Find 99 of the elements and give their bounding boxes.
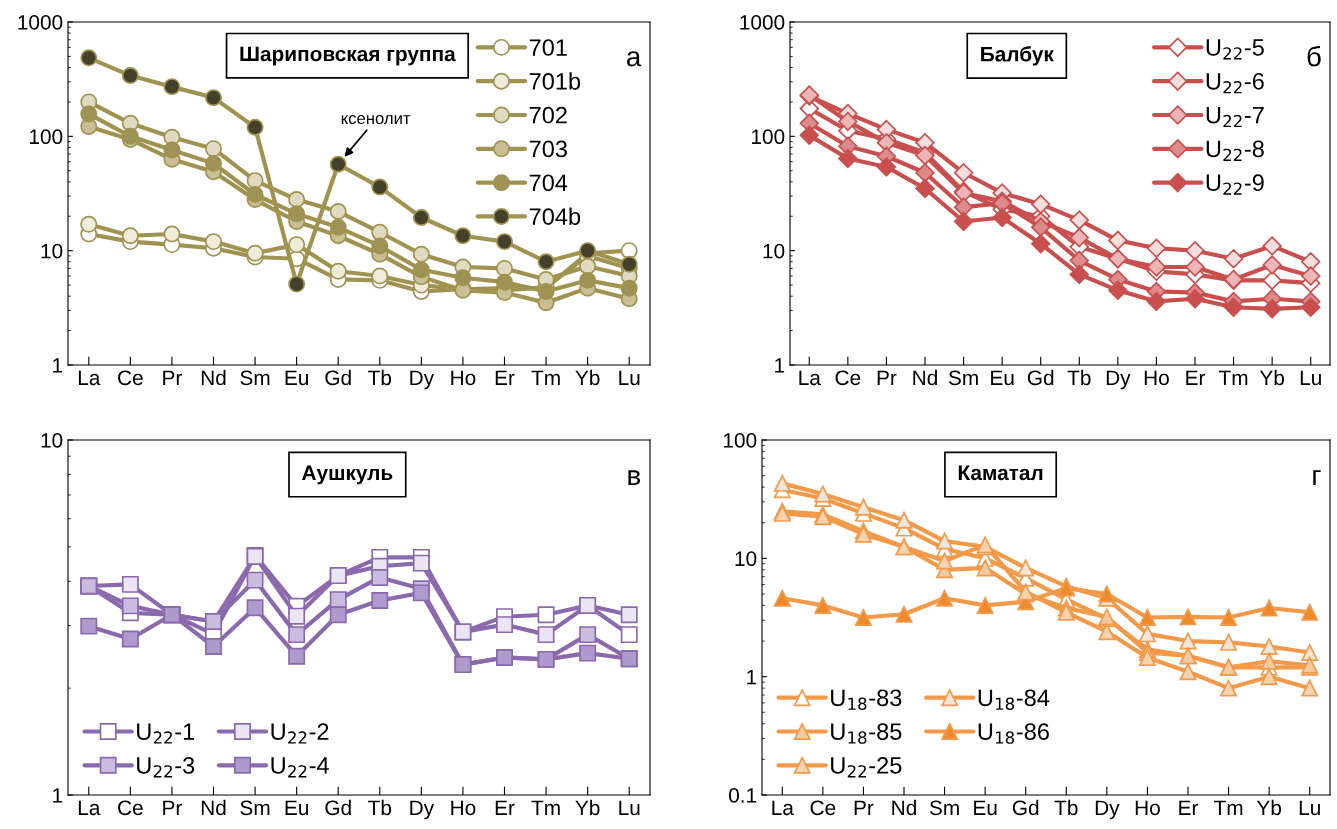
x-tick-label: Tm <box>1219 370 1248 385</box>
legend-label: U$_{18}$-84 <box>978 689 1050 711</box>
x-tick-label: Gd <box>1027 369 1054 386</box>
x-tick-label: La <box>78 370 101 386</box>
y-tick-label: 1 <box>747 669 757 685</box>
text: Аушкуль <box>302 465 393 485</box>
x-tick-label: La <box>772 800 794 816</box>
x-tick-label: Eu <box>285 800 308 816</box>
y-tick-label: 0.1 <box>728 788 757 803</box>
x-tick-label: Ho <box>1144 370 1169 386</box>
legend-label: U$_{18}$-86 <box>978 723 1049 744</box>
x-tick-label: Tm <box>531 370 560 385</box>
x-tick-label: La <box>78 800 101 816</box>
x-tick-label: Tm <box>1214 800 1243 815</box>
x-tick-label: Dy <box>1095 800 1120 820</box>
y-tick-label: 1000 <box>18 15 63 30</box>
x-tick-label: Sm <box>240 370 270 386</box>
y-tick-label: 10 <box>735 551 757 567</box>
y-tick-label: 1 <box>53 788 63 803</box>
x-tick-label: Ho <box>1135 800 1160 816</box>
x-tick-label: Lu <box>619 370 640 386</box>
y-tick-label: 10 <box>41 433 63 448</box>
legend-label: U$_{22}$-5 <box>1206 39 1264 60</box>
annotation: ксенолит <box>341 114 411 125</box>
x-tick-label: Yb <box>1259 369 1285 386</box>
y-tick-label: 10 <box>41 243 63 259</box>
annotation: а <box>627 51 642 67</box>
legend-label: U$_{22}$-6 <box>1206 72 1264 94</box>
x-tick-label: Nd <box>201 799 226 816</box>
x-tick-label: Pr <box>163 800 182 815</box>
x-tick-label: Nd <box>892 799 916 816</box>
x-tick-label: Ho <box>451 370 476 386</box>
x-tick-label: Lu <box>619 800 640 816</box>
x-tick-label: Ce <box>835 370 861 386</box>
x-tick-label: Gd <box>325 369 351 386</box>
x-tick-label: Ho <box>451 800 476 816</box>
text: Балбук <box>981 46 1054 66</box>
legend-label: U$_{22}$-9 <box>1206 174 1264 195</box>
x-tick-label: Er <box>1186 370 1206 385</box>
x-tick-label: Nd <box>913 369 937 386</box>
x-tick-label: La <box>799 370 821 386</box>
x-tick-label: Dy <box>410 370 435 390</box>
x-tick-label: Yb <box>575 799 600 816</box>
x-tick-label: Ce <box>118 800 143 816</box>
x-tick-label: Ce <box>118 370 143 386</box>
x-tick-label: Pr <box>854 800 874 815</box>
x-tick-label: Sm <box>240 800 270 816</box>
x-tick-label: Er <box>1179 800 1199 815</box>
x-tick-label: Eu <box>991 370 1014 386</box>
x-tick-label: Pr <box>163 370 182 385</box>
legend-label: U$_{22}$-25 <box>831 757 902 778</box>
annotation: б <box>1307 45 1321 67</box>
legend-label: U$_{22}$-1 <box>137 723 195 744</box>
legend-label: U$_{18}$-83 <box>831 689 902 711</box>
legend-label: U$_{22}$-2 <box>271 723 329 744</box>
y-tick-label: 1 <box>53 358 63 373</box>
x-tick-label: Nd <box>201 369 226 386</box>
y-tick-label: 100 <box>751 129 785 145</box>
x-tick-label: Tb <box>368 369 392 386</box>
legend-label: 701b <box>529 72 581 90</box>
y-tick-label: 1 <box>775 358 785 373</box>
text: Каматал <box>958 465 1043 481</box>
x-tick-label: Pr <box>877 370 897 385</box>
y-tick-label: 100 <box>723 433 757 448</box>
legend-label: 704b <box>529 207 581 225</box>
text: Шариповская группа <box>240 46 456 66</box>
x-tick-label: Dy <box>1106 370 1131 390</box>
legend-label: 702 <box>529 106 567 124</box>
x-tick-label: Tm <box>531 800 560 815</box>
y-tick-label: 10 <box>763 243 785 259</box>
legend-label: U$_{18}$-85 <box>831 723 902 744</box>
y-tick-label: 1000 <box>740 15 785 30</box>
legend-label: U$_{22}$-8 <box>1206 140 1264 161</box>
x-tick-label: Yb <box>575 369 600 386</box>
x-tick-label: Eu <box>285 370 308 386</box>
x-tick-label: Sm <box>929 800 959 816</box>
x-tick-label: Yb <box>1256 799 1282 816</box>
x-tick-label: Tb <box>368 799 392 816</box>
x-tick-label: Lu <box>1299 800 1320 816</box>
legend-label: 703 <box>529 140 567 158</box>
legend-label: U$_{22}$-7 <box>1206 106 1264 128</box>
x-tick-label: Gd <box>325 799 351 816</box>
legend-label: U$_{22}$-4 <box>271 757 329 778</box>
x-tick-label: Tb <box>1054 799 1078 816</box>
x-tick-label: Lu <box>1300 370 1321 386</box>
x-tick-label: Sm <box>948 370 978 386</box>
x-tick-label: Eu <box>974 800 997 816</box>
legend-label: U$_{22}$-3 <box>137 757 195 778</box>
x-tick-label: Er <box>495 370 515 385</box>
legend-label: 701 <box>529 39 567 56</box>
x-tick-label: Tb <box>1067 369 1091 386</box>
x-tick-label: Ce <box>810 800 836 816</box>
x-tick-label: Er <box>495 800 515 815</box>
y-tick-label: 100 <box>29 129 63 145</box>
annotation: в <box>628 470 641 485</box>
annotation: г <box>1313 470 1321 485</box>
legend-label: 704 <box>529 174 568 192</box>
x-tick-label: Gd <box>1012 799 1039 816</box>
x-tick-label: Dy <box>410 800 435 820</box>
